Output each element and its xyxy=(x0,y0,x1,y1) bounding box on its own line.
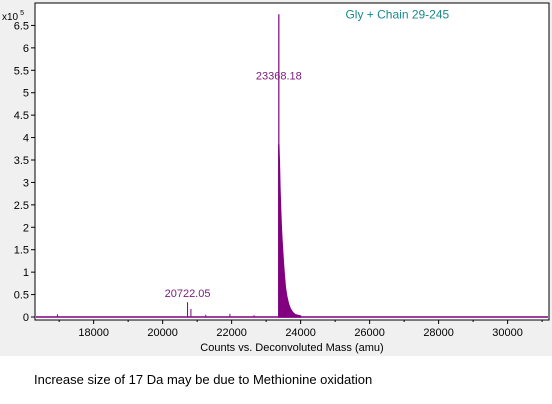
y-tick-label: 3 xyxy=(23,177,29,189)
y-tick-label: 5.5 xyxy=(14,65,29,77)
y-tick-label: 1 xyxy=(23,267,29,279)
chart-figure: 0 0.5 1 1.5 2 2.5 3 3.5 4 4.5 5 5.5 6 6.5 18000 20000 2… xyxy=(0,0,552,356)
y-tick-label: 4 xyxy=(23,133,29,145)
spectrum-series xyxy=(36,14,548,318)
x-axis: 18000 20000 22000 24000 26000 28000 30000 xyxy=(58,320,543,339)
y-multiplier-exponent: 5 xyxy=(20,10,24,17)
y-tick-label: 0 xyxy=(23,312,29,324)
peak-labels: 23368.18 20722.05 xyxy=(165,70,302,300)
y-multiplier-base: x10 xyxy=(2,12,19,23)
y-axis: 0 0.5 1 1.5 2 2.5 3 3.5 4 4.5 5 5.5 6 6.5 xyxy=(14,20,35,324)
y-tick-label: 2 xyxy=(23,222,29,234)
peak-mass-label: 20722.05 xyxy=(165,288,211,300)
y-tick-label: 4.5 xyxy=(14,110,29,122)
x-tick-label: 20000 xyxy=(147,327,178,339)
x-tick-label: 24000 xyxy=(285,327,316,339)
x-tick-label: 28000 xyxy=(423,327,454,339)
x-tick-label: 26000 xyxy=(354,327,385,339)
main-peak-envelope xyxy=(278,144,302,318)
x-tick-label: 22000 xyxy=(216,327,247,339)
y-tick-label: 2.5 xyxy=(14,200,29,212)
x-tick-label: 30000 xyxy=(492,327,523,339)
y-multiplier-label: x10 5 xyxy=(2,10,24,23)
y-tick-label: 3.5 xyxy=(14,155,29,167)
y-tick-label: 1.5 xyxy=(14,245,29,257)
y-tick-label: 0.5 xyxy=(14,290,29,302)
annotation-text: Gly + Chain 29-245 xyxy=(345,8,449,22)
y-tick-label: 5 xyxy=(23,88,29,100)
y-tick-label: 6 xyxy=(23,43,29,55)
caption-text: Increase size of 17 Da may be due to Met… xyxy=(34,372,373,387)
plot-area xyxy=(34,2,550,321)
y-tick-label: 6.5 xyxy=(14,20,29,32)
mass-spectrum-chart: 0 0.5 1 1.5 2 2.5 3 3.5 4 4.5 5 5.5 6 6.5 18000 20000 2… xyxy=(2,2,550,354)
peak-mass-label: 23368.18 xyxy=(256,70,302,82)
x-tick-label: 18000 xyxy=(78,327,109,339)
x-axis-title: Counts vs. Deconvoluted Mass (amu) xyxy=(200,342,383,354)
